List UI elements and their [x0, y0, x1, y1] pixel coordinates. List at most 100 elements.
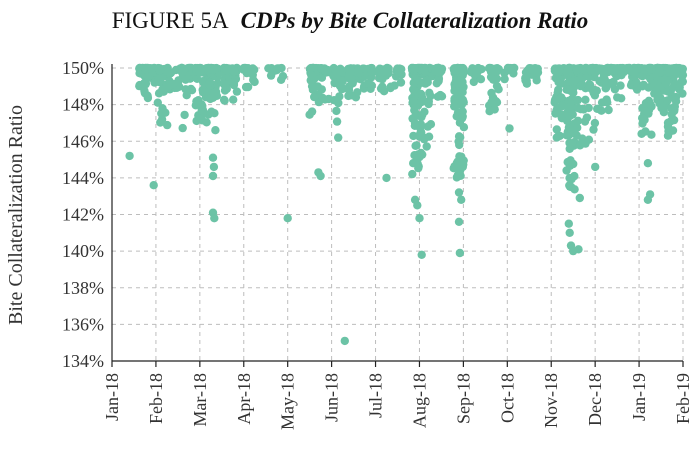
data-point	[671, 97, 681, 106]
data-point	[335, 92, 344, 101]
data-point	[211, 126, 220, 135]
data-point	[310, 92, 319, 102]
data-point	[637, 129, 646, 138]
data-point	[565, 228, 574, 237]
data-point	[164, 67, 173, 77]
data-point	[344, 85, 354, 95]
data-point	[247, 68, 256, 77]
y-tick-label: 134%	[62, 351, 104, 371]
data-point	[488, 93, 498, 102]
data-point	[283, 214, 292, 223]
data-point	[582, 113, 592, 122]
data-point	[599, 65, 609, 74]
data-point	[158, 104, 167, 113]
data-point	[359, 64, 369, 74]
data-point	[396, 78, 406, 87]
data-point	[410, 64, 420, 73]
x-tick-label: May-18	[278, 373, 298, 430]
data-point	[452, 66, 461, 75]
data-point	[564, 64, 573, 73]
x-tick-label: Jan-19	[629, 373, 649, 421]
y-tick-labels: 134% 136% 138% 140% 142% 144% 146% 148% 150%	[62, 58, 104, 371]
data-point	[678, 64, 687, 74]
data-point	[408, 169, 417, 179]
y-tick-label: 144%	[62, 168, 104, 188]
x-tick-label: Jul-18	[366, 373, 386, 418]
data-point	[316, 171, 325, 181]
data-point	[557, 93, 566, 102]
data-point	[420, 66, 429, 76]
data-point	[420, 107, 429, 117]
data-point	[589, 88, 598, 98]
x-tick-label: Dec-18	[585, 373, 605, 426]
data-point	[147, 64, 156, 73]
data-point	[454, 217, 464, 226]
data-point	[632, 78, 641, 87]
chart-title: FIGURE 5A CDPs by Bite Collateralization…	[112, 8, 589, 33]
data-point	[469, 77, 478, 87]
data-point	[597, 106, 606, 115]
data-point	[455, 248, 465, 258]
data-point	[307, 107, 317, 116]
data-point	[419, 96, 428, 106]
data-point	[570, 171, 579, 181]
data-point	[575, 193, 584, 203]
data-point	[574, 245, 583, 254]
data-point	[556, 110, 566, 119]
data-point	[219, 95, 229, 105]
data-point	[364, 79, 374, 88]
data-point	[500, 74, 509, 84]
data-point	[564, 131, 573, 140]
data-point	[562, 85, 571, 94]
y-tick-label: 148%	[62, 95, 104, 115]
data-point	[197, 106, 206, 115]
data-point	[409, 131, 418, 141]
data-point	[417, 128, 426, 137]
data-point	[576, 81, 585, 91]
data-point	[453, 170, 463, 180]
data-point	[584, 135, 594, 144]
data-point	[153, 98, 162, 107]
data-point	[169, 79, 178, 89]
data-point	[572, 65, 582, 75]
data-point	[414, 163, 423, 173]
data-point	[492, 63, 502, 73]
data-point	[415, 214, 424, 223]
data-point	[522, 79, 532, 88]
data-point	[320, 66, 330, 75]
data-point	[177, 67, 187, 77]
data-point	[241, 82, 251, 92]
data-point	[566, 102, 575, 111]
data-point	[573, 116, 583, 126]
data-point	[565, 181, 574, 190]
data-point	[209, 88, 219, 97]
data-point	[334, 133, 343, 142]
data-point	[186, 84, 196, 94]
data-point	[452, 87, 462, 96]
data-point	[591, 162, 600, 172]
data-point	[568, 110, 577, 119]
data-point	[222, 66, 231, 75]
data-point	[422, 142, 431, 151]
data-point	[276, 75, 286, 85]
data-point	[208, 171, 218, 181]
data-point	[525, 65, 534, 74]
data-point	[411, 141, 420, 150]
data-point	[143, 91, 152, 100]
data-point	[209, 162, 219, 172]
data-point	[581, 95, 590, 105]
chart-title-main: CDPs by Bite Collateralization Ratio	[241, 8, 589, 33]
data-point	[564, 219, 573, 228]
data-point	[411, 112, 420, 121]
data-point	[416, 89, 426, 99]
data-point	[390, 81, 399, 90]
x-tick-labels: Jan-18 Feb-18 Mar-18 Apr-18 May-18 Jun-18 Jul-…	[102, 373, 693, 430]
data-point	[426, 120, 436, 129]
x-tick-label: Nov-18	[541, 373, 561, 428]
x-tick-label: Jun-18	[322, 373, 342, 422]
data-point	[655, 99, 664, 108]
data-point	[652, 88, 661, 98]
data-point	[272, 66, 281, 75]
data-point	[573, 123, 582, 132]
data-point	[413, 201, 422, 210]
